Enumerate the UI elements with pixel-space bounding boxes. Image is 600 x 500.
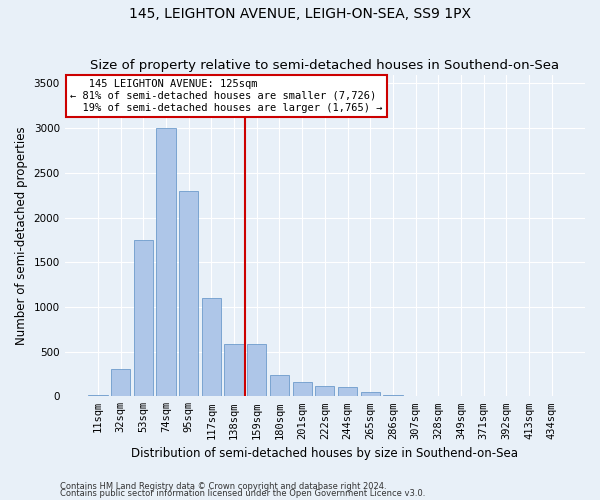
Text: Contains public sector information licensed under the Open Government Licence v3: Contains public sector information licen… bbox=[60, 490, 425, 498]
X-axis label: Distribution of semi-detached houses by size in Southend-on-Sea: Distribution of semi-detached houses by … bbox=[131, 447, 518, 460]
Bar bbox=[134, 240, 153, 396]
Bar bbox=[361, 392, 380, 396]
Bar bbox=[224, 344, 244, 397]
Bar bbox=[383, 394, 403, 396]
Bar bbox=[157, 128, 176, 396]
Bar bbox=[270, 375, 289, 396]
Bar bbox=[88, 394, 107, 396]
Bar bbox=[315, 386, 334, 396]
Text: 145, LEIGHTON AVENUE, LEIGH-ON-SEA, SS9 1PX: 145, LEIGHTON AVENUE, LEIGH-ON-SEA, SS9 … bbox=[129, 8, 471, 22]
Text: Contains HM Land Registry data © Crown copyright and database right 2024.: Contains HM Land Registry data © Crown c… bbox=[60, 482, 386, 491]
Bar bbox=[293, 382, 312, 396]
Bar bbox=[179, 190, 199, 396]
Bar bbox=[202, 298, 221, 396]
Text: 145 LEIGHTON AVENUE: 125sqm
← 81% of semi-detached houses are smaller (7,726)
  : 145 LEIGHTON AVENUE: 125sqm ← 81% of sem… bbox=[70, 80, 382, 112]
Bar bbox=[111, 370, 130, 396]
Title: Size of property relative to semi-detached houses in Southend-on-Sea: Size of property relative to semi-detach… bbox=[90, 59, 559, 72]
Y-axis label: Number of semi-detached properties: Number of semi-detached properties bbox=[15, 126, 28, 344]
Bar bbox=[338, 388, 357, 396]
Bar bbox=[247, 344, 266, 397]
